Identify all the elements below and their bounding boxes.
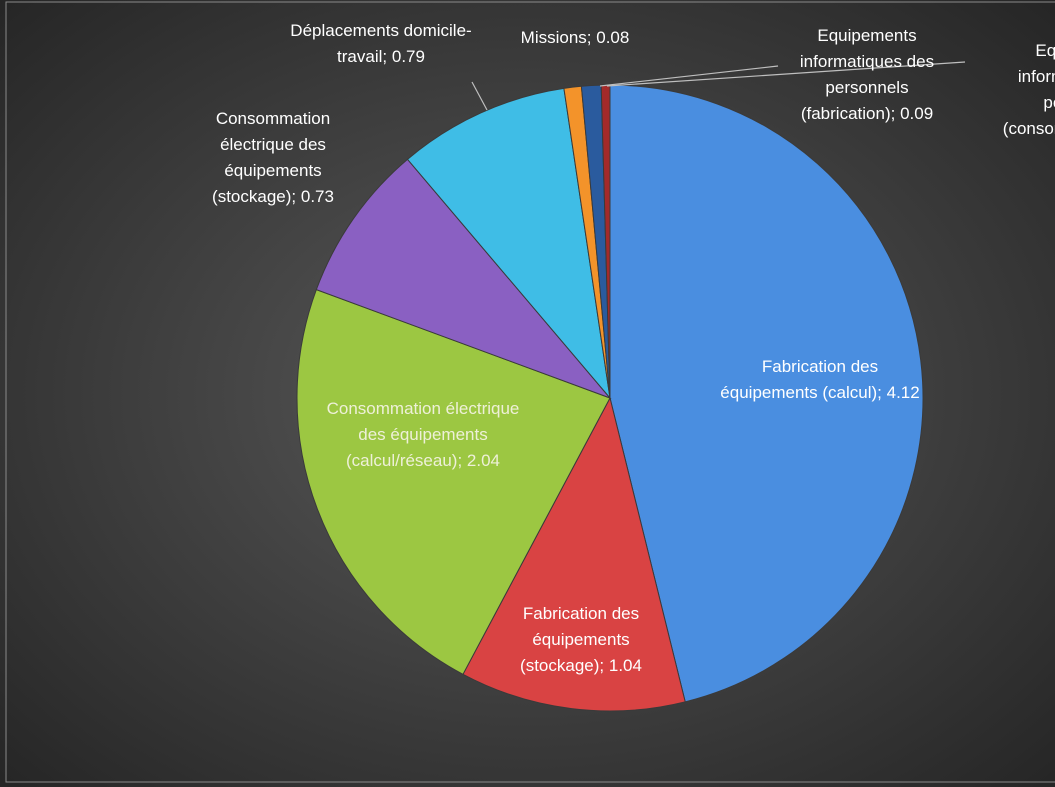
data-label-box: Fabrication des équipements (stockage); … <box>501 540 661 740</box>
label-value: 0.09 <box>900 104 934 123</box>
data-label-text: Consommation électrique des équipements … <box>323 396 523 474</box>
label-category: Fabrication des équipements (stockage) <box>520 604 640 675</box>
data-label-text: Fabrication des équipements (stockage); … <box>501 601 661 679</box>
data-label-text: Fabrication des équipements (calcul); 4.… <box>720 354 920 406</box>
data-label-box: Equipements informatiques des personnels… <box>777 0 957 175</box>
frame <box>5 1 1055 783</box>
label-value: 1.04 <box>608 656 642 675</box>
label-category: Fabrication des équipements (calcul) <box>720 357 879 402</box>
data-label-box: Consommation électrique des équipements … <box>183 58 363 258</box>
label-value: 0.79 <box>391 47 425 66</box>
leader-line <box>471 81 488 111</box>
data-label-text: Equipements informatiques des personnels… <box>990 38 1055 142</box>
data-label: Déplacements domicile-travail; 0.79 <box>276 0 486 144</box>
leader-line <box>606 61 966 87</box>
label-separator: ; <box>599 656 609 675</box>
data-label: Equipements informatiques des personnels… <box>777 0 957 175</box>
data-label: Consommation électrique des équipements … <box>183 58 363 258</box>
label-category: Consommation électrique des équipements … <box>212 109 331 206</box>
slice <box>296 288 611 675</box>
data-label: Missions; 0.08 <box>485 0 665 138</box>
data-label-text: Equipements informatiques des personnels… <box>777 23 957 127</box>
data-label-box: Equipements informatiques des personnels… <box>990 0 1055 190</box>
data-label-box: Missions; 0.08 <box>485 0 665 138</box>
label-category: Missions <box>520 28 587 47</box>
slice <box>462 396 686 712</box>
label-separator: ; <box>877 383 887 402</box>
labels: Fabrication des équipements (calcul); 4.… <box>183 0 1055 740</box>
label-value: 0.08 <box>596 28 630 47</box>
data-label: Fabrication des équipements (stockage); … <box>501 540 661 740</box>
data-label: Consommation électrique des équipements … <box>323 335 523 535</box>
slices <box>296 84 924 712</box>
slice <box>315 158 612 400</box>
data-label-box: Déplacements domicile-travail; 0.79 <box>276 0 486 144</box>
data-label: Fabrication des équipements (calcul); 4.… <box>720 280 920 480</box>
slice <box>609 84 924 703</box>
label-category: Déplacements domicile-travail <box>290 21 472 66</box>
label-separator: ; <box>890 104 901 123</box>
label-separator: ; <box>457 451 467 470</box>
data-label-box: Consommation électrique des équipements … <box>323 335 523 535</box>
slice <box>406 87 611 400</box>
label-category: Consommation électrique des équipements … <box>326 399 520 470</box>
label-value: 4.12 <box>886 383 920 402</box>
label-value: 2.04 <box>466 451 501 470</box>
label-separator: ; <box>291 187 301 206</box>
label-separator: ; <box>382 47 392 66</box>
data-label-text: Missions; 0.08 <box>521 25 630 51</box>
leader-line <box>599 65 779 87</box>
label-separator: ; <box>586 28 597 47</box>
label-category: Equipements informatiques des personnels… <box>1002 41 1055 138</box>
label-value: 0.73 <box>300 187 334 206</box>
data-label-box: Fabrication des équipements (calcul); 4.… <box>720 280 920 480</box>
data-label-text: Consommation électrique des équipements … <box>183 106 363 210</box>
label-category: Equipements informatiques des personnels… <box>799 26 935 123</box>
data-label-text: Déplacements domicile-travail; 0.79 <box>276 18 486 70</box>
data-label: Equipements informatiques des personnels… <box>990 0 1055 190</box>
